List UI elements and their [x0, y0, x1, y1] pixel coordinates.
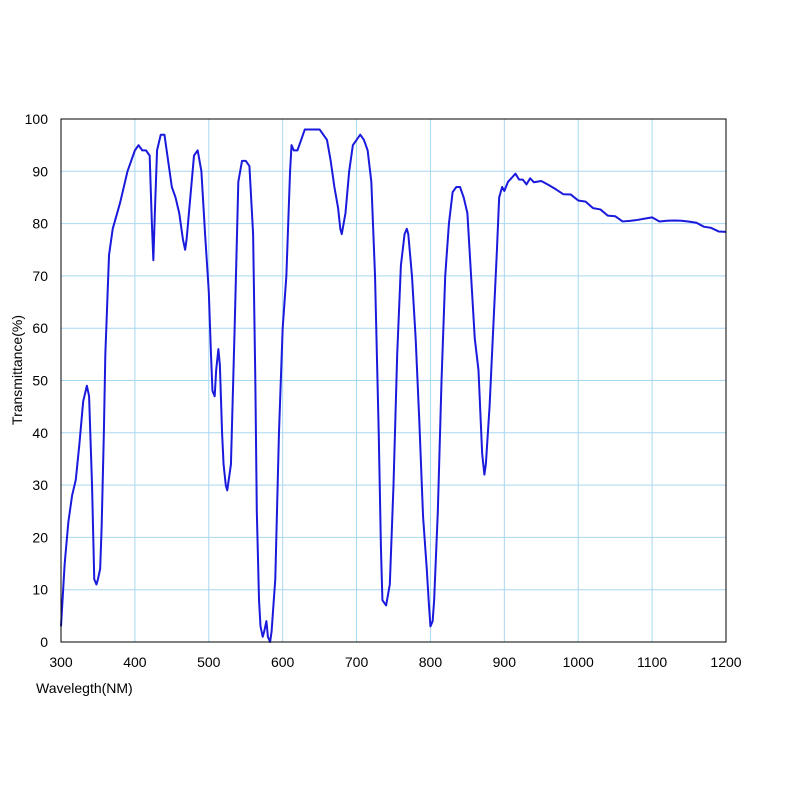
plot-frame: [60, 118, 727, 643]
y-tick-label: 100: [25, 111, 49, 127]
x-tick-label: 1000: [563, 654, 594, 670]
y-tick-label: 90: [32, 163, 48, 179]
x-tick-label: 800: [419, 654, 443, 670]
y-tick-label: 50: [32, 373, 48, 389]
y-tick-label: 10: [32, 582, 48, 598]
x-tick-label: 600: [271, 654, 295, 670]
x-tick-label: 700: [345, 654, 369, 670]
x-tick-label: 300: [49, 654, 73, 670]
series-group: [60, 128, 727, 643]
y-axis-title: Transmittance(%): [9, 315, 25, 425]
x-tick-label: 400: [123, 654, 147, 670]
y-tick-label: 80: [32, 216, 48, 232]
y-tick-label: 30: [32, 477, 48, 493]
y-tick-label: 60: [32, 320, 48, 336]
x-tick-label: 900: [493, 654, 517, 670]
x-axis-title: Wavelegth(NM): [36, 680, 133, 696]
y-tick-label: 40: [32, 425, 48, 441]
y-tick-label: 70: [32, 268, 48, 284]
x-tick-labels: 300 400 500 600 700 800 900 1000 1100 1200: [49, 654, 741, 670]
series-line-transmittance: [60, 128, 727, 643]
x-tick-label: 1100: [637, 654, 667, 670]
y-tick-labels: 0 10 20 30 40 50 60 70 80 90 100: [25, 111, 49, 650]
x-tick-label: 1200: [710, 654, 741, 670]
y-tick-label: 0: [40, 634, 48, 650]
y-tick-label: 20: [32, 529, 48, 545]
x-tick-label: 500: [197, 654, 221, 670]
